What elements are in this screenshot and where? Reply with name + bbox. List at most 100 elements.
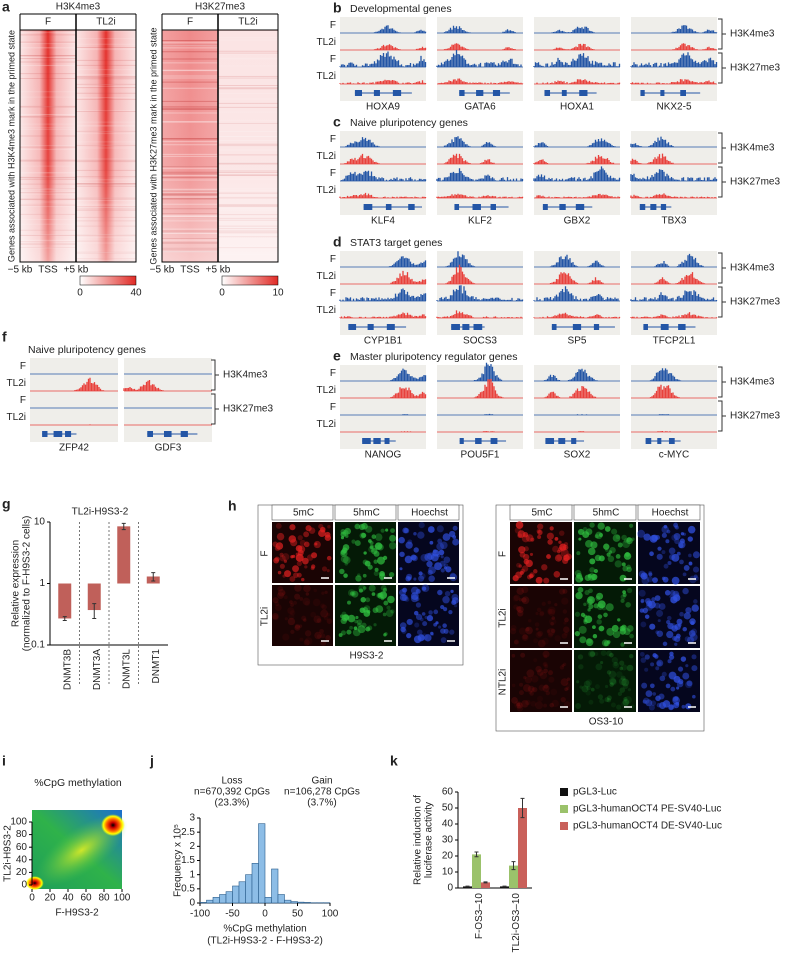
cell: [644, 654, 650, 660]
cell: [692, 551, 700, 559]
cell: [429, 540, 434, 545]
cell: [418, 571, 423, 576]
gene-exon: [147, 431, 154, 437]
track-signal: [388, 256, 427, 267]
cell: [525, 627, 530, 632]
cell: [640, 572, 648, 580]
panel-letter: i: [2, 753, 6, 769]
cell: [275, 542, 284, 550]
track-signal: [630, 52, 718, 67]
cell: [513, 604, 519, 610]
cell: [535, 611, 539, 616]
cell: [390, 528, 395, 533]
gene-exon: [544, 90, 551, 96]
cell: [358, 588, 363, 593]
cell: [619, 628, 627, 635]
cell: [562, 557, 569, 565]
cell: [611, 528, 618, 535]
histogram-bar: [284, 899, 292, 904]
cell: [676, 551, 681, 556]
legend-swatch: [560, 805, 568, 813]
cell: [321, 604, 327, 610]
cell: [527, 685, 535, 693]
cell: [295, 545, 303, 552]
density-peak: [101, 814, 125, 837]
cell: [667, 659, 672, 664]
cell: [290, 603, 294, 607]
cell: [548, 676, 555, 683]
cell: [541, 601, 546, 606]
x-axis-label: (TL2i-H9S3-2 - F-H9S3-2): [207, 936, 323, 947]
cell: [451, 593, 459, 601]
cell: [361, 532, 367, 538]
bracket: [718, 286, 726, 318]
cell: [679, 611, 684, 617]
cell: [548, 670, 554, 676]
track-box: [437, 131, 523, 215]
gene-exon: [657, 438, 662, 444]
histogram-bar: [264, 897, 272, 904]
gene-exon: [459, 90, 465, 96]
gene-exon: [660, 324, 669, 330]
cell: [525, 626, 533, 635]
x-tick-label: -100: [190, 909, 210, 920]
track-signal: [630, 79, 716, 84]
cell: [316, 634, 322, 639]
cell: [325, 635, 331, 641]
cell: [363, 551, 367, 555]
cell: [648, 572, 653, 577]
cell: [282, 591, 286, 596]
gene-exon: [660, 90, 665, 96]
error-bar: [474, 851, 479, 858]
cell: [530, 700, 537, 707]
micrograph: [272, 585, 333, 646]
cell: [530, 687, 536, 693]
gene-exon: [643, 324, 648, 330]
cell: [320, 609, 329, 618]
heatmap-border: [19, 29, 137, 263]
cell: [511, 697, 518, 704]
cell: [547, 627, 555, 636]
track-signal: [390, 270, 427, 284]
cell: [668, 554, 675, 561]
cell: [543, 668, 548, 674]
cell: [662, 576, 669, 583]
cell: [645, 690, 653, 697]
x-tick-label: F-OS3–10: [474, 893, 485, 940]
gene-exon: [559, 204, 566, 210]
histogram-bar: [232, 885, 240, 904]
cell: [513, 594, 520, 601]
cell: [588, 588, 593, 594]
gene-exon: [668, 438, 675, 444]
cell: [682, 587, 689, 595]
track-signal: [340, 170, 427, 181]
track-row-label: TL2i: [317, 71, 336, 82]
gene-exon: [558, 438, 566, 444]
cell: [542, 661, 548, 667]
cell: [289, 609, 296, 616]
panel-letter: h: [228, 498, 237, 514]
cell: [305, 525, 312, 532]
cell: [343, 573, 348, 578]
cell: [399, 567, 403, 571]
cell: [606, 627, 615, 636]
cell: [517, 533, 523, 538]
cell: [533, 638, 539, 644]
legend-label: pGL3-humanOCT4 DE-SV40-Luc: [573, 821, 722, 832]
cell: [584, 590, 590, 596]
cell: [344, 527, 352, 535]
cell: [326, 555, 332, 561]
cell: [279, 552, 284, 557]
track-row-label: TL2i: [317, 37, 336, 48]
cell: [523, 553, 530, 561]
cell: [640, 600, 644, 604]
cell: [399, 551, 405, 558]
cell: [564, 687, 568, 692]
y-tick-label: 100: [10, 817, 27, 828]
cell: [575, 703, 582, 709]
cell: [301, 615, 307, 621]
cell: [416, 629, 423, 636]
column-header: [271, 504, 334, 521]
cell: [454, 604, 458, 608]
column-label: 5mC: [531, 508, 552, 519]
